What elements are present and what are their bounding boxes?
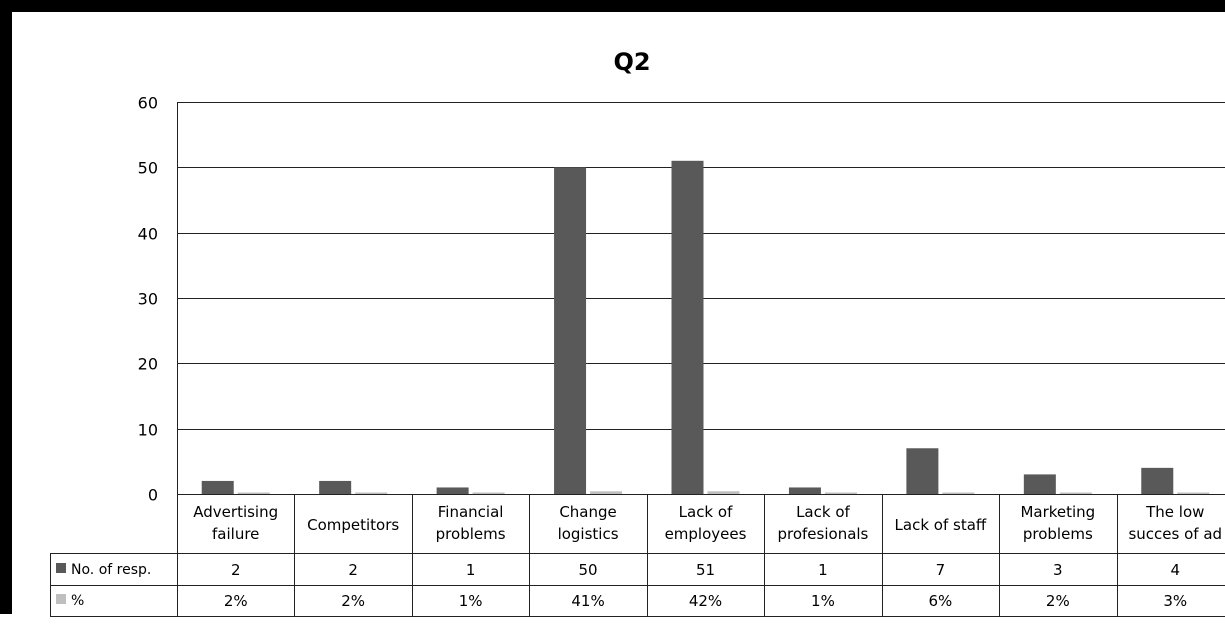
data-label: 2: [348, 561, 358, 579]
category-label: Lack of staff: [895, 516, 987, 534]
bar-responses: [201, 480, 234, 494]
data-label: 1%: [459, 592, 483, 610]
category-label: logistics: [558, 525, 619, 543]
category-label: employees: [665, 525, 747, 543]
bar-percent: [590, 491, 623, 494]
category-label: failure: [212, 525, 259, 543]
data-label: 1%: [811, 592, 835, 610]
category-label: succes of ad: [1128, 525, 1222, 543]
category-label: Change: [559, 503, 616, 521]
y-tick-label: 10: [138, 421, 158, 440]
bar-responses: [436, 487, 469, 494]
legend-label: %: [71, 593, 84, 609]
bars: [201, 160, 1210, 495]
data-table: Advertising failure Competitors Financial pr…: [50, 494, 1225, 617]
chart: Q2 0 10 20 30 40 50 60 Advertising failure Compe…: [50, 48, 1225, 617]
category-label: The low: [1145, 503, 1204, 521]
bar-percent: [942, 492, 975, 494]
data-label: 1: [818, 561, 828, 579]
bar-responses: [906, 448, 939, 494]
legend-key: [56, 594, 66, 604]
data-label: 50: [579, 561, 598, 579]
bar-percent: [707, 491, 740, 494]
bar-responses: [1141, 467, 1174, 494]
category-label: Advertising: [193, 503, 278, 521]
legend-key: [56, 563, 66, 573]
y-tick-label: 0: [148, 486, 158, 505]
chart-title: Q2: [613, 48, 650, 76]
data-label: 2%: [224, 592, 248, 610]
bar-percent: [1177, 492, 1210, 494]
data-label: 2: [231, 561, 241, 579]
category-label: Marketing: [1020, 503, 1095, 521]
y-tick-label: 50: [138, 159, 158, 178]
bar-percent: [1059, 492, 1092, 494]
data-label: 3: [1053, 561, 1063, 579]
y-tick-label: 30: [138, 290, 158, 309]
bar-percent: [824, 492, 857, 494]
y-axis: 0 10 20 30 40 50 60: [138, 94, 178, 505]
data-label: 3%: [1163, 592, 1187, 610]
y-tick-label: 20: [138, 355, 158, 374]
bar-responses: [788, 487, 821, 494]
bar-percent: [472, 492, 505, 494]
category-label: problems: [436, 525, 506, 543]
category-label: Competitors: [307, 516, 399, 534]
category-label: problems: [1023, 525, 1093, 543]
data-label: 41%: [571, 592, 604, 610]
category-label: profesionals: [777, 525, 868, 543]
bar-responses: [554, 167, 587, 495]
category-label: Financial: [438, 503, 504, 521]
data-label: 4: [1171, 561, 1181, 579]
data-label: 1: [466, 561, 476, 579]
category-label: Lack of: [679, 503, 733, 521]
data-label: 6%: [928, 592, 952, 610]
legend-label: No. of resp.: [71, 562, 151, 578]
bar-responses: [319, 480, 352, 494]
y-tick-label: 40: [138, 225, 158, 244]
data-label: 2%: [1046, 592, 1070, 610]
bar-responses: [671, 160, 704, 495]
bar-percent: [355, 492, 388, 494]
category-label: Lack of: [796, 503, 850, 521]
data-label: 2%: [341, 592, 365, 610]
y-tick-label: 60: [138, 94, 158, 113]
gridlines: [177, 102, 1225, 495]
data-label: 42%: [689, 592, 722, 610]
bar-responses: [1023, 474, 1056, 494]
bar-percent: [237, 492, 270, 494]
data-label: 51: [696, 561, 715, 579]
data-label: 7: [936, 561, 946, 579]
